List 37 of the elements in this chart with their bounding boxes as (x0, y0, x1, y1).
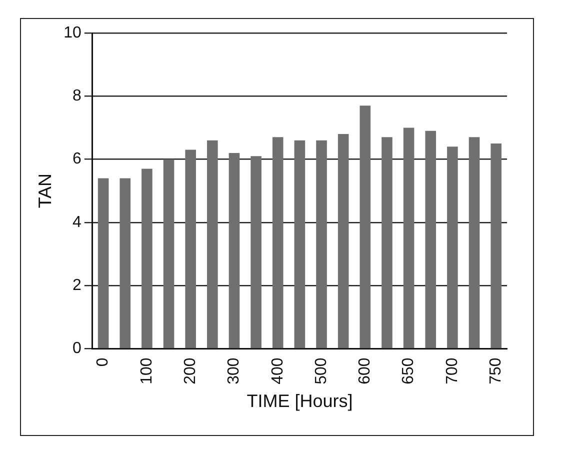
bar (207, 140, 218, 348)
x-tick-label: 0 (94, 358, 112, 367)
bar (382, 137, 392, 348)
y-tick-label: 4 (72, 214, 82, 231)
bar (185, 150, 196, 348)
bar (468, 137, 480, 348)
x-tick-label: 500 (312, 358, 330, 384)
bar (316, 140, 327, 348)
x-tick-label: 700 (444, 358, 461, 384)
bar (294, 140, 306, 348)
y-tick-label: 2 (72, 276, 82, 294)
x-tick-label: 200 (182, 358, 199, 384)
bar (490, 143, 502, 348)
bar (98, 178, 109, 348)
bar (447, 146, 458, 348)
x-tick-label: 300 (226, 358, 243, 384)
x-tick-label: 100 (138, 358, 156, 384)
y-tick-label: 0 (72, 340, 82, 358)
x-tick-label: 650 (400, 358, 418, 384)
x-axis-title: TIME [Hours] (246, 391, 353, 412)
y-tick-label: 6 (72, 150, 82, 168)
bar (163, 159, 174, 348)
bar (338, 134, 349, 348)
x-tick-label: 600 (356, 358, 374, 384)
y-tick-label: 10 (64, 24, 82, 42)
bar (228, 152, 240, 348)
x-tick-label: 400 (269, 358, 286, 384)
bar (272, 137, 284, 348)
bar (403, 128, 414, 348)
x-tick-label: 750 (487, 358, 504, 384)
bar (250, 156, 262, 348)
bar (142, 168, 152, 348)
bar (425, 130, 436, 348)
bar (120, 178, 131, 348)
bar (360, 106, 371, 348)
y-tick-label: 8 (72, 88, 82, 105)
y-axis-title: TAN (34, 174, 55, 208)
